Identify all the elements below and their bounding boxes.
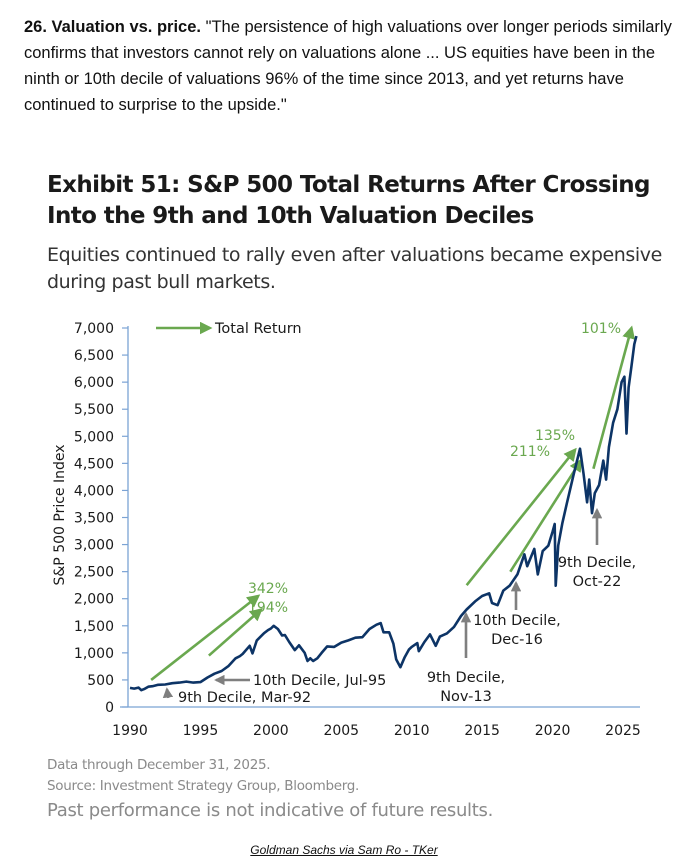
y-tick-label: 5,000 xyxy=(74,429,114,445)
total-return-label: 194% xyxy=(248,600,288,616)
x-tick-label: 2025 xyxy=(605,723,641,739)
total-return-arrows: 342% 194% 211%135% 101% xyxy=(150,321,636,681)
y-tick-label: 3,500 xyxy=(74,511,114,527)
exhibit-subtitle: Equities continued to rally even after v… xyxy=(47,244,662,293)
x-tick-label: 1995 xyxy=(183,723,219,739)
y-tick-label: 4,000 xyxy=(74,483,114,499)
y-tick-label: 6,500 xyxy=(74,348,114,364)
x-tick-label: 2000 xyxy=(253,723,289,739)
y-tick-label: 7,000 xyxy=(74,321,114,337)
y-tick-label: 4,500 xyxy=(74,456,114,472)
price-series-line xyxy=(129,335,638,692)
axes: 0 500 1,000 1,500 2,000 2,500 3,000 3,500 4,000 4… xyxy=(74,321,641,739)
decile-label-date: Dec-16 xyxy=(491,632,543,648)
y-tick-label: 2,500 xyxy=(74,565,114,581)
exhibit-title: Exhibit 51: S&P 500 Total Returns After … xyxy=(47,172,650,229)
legend: Total Return xyxy=(156,321,302,337)
y-tick-label: 5,500 xyxy=(74,402,114,418)
sp500-chart: S&P 500 Price Index 0 500 1,000 1,500 2,000 2… xyxy=(52,321,641,739)
x-tick-label: 1990 xyxy=(112,723,148,739)
data-through-note: Data through December 31, 2025. xyxy=(47,757,271,773)
total-return-arrow xyxy=(465,447,577,586)
decile-label-date: Nov-13 xyxy=(440,689,492,705)
source-note: Source: Investment Strategy Group, Bloom… xyxy=(47,778,360,794)
y-tick-label: 2,000 xyxy=(74,592,114,608)
y-tick-label: 1,500 xyxy=(74,619,114,635)
decile-label: 10th Decile, Jul-95 xyxy=(253,673,386,689)
intro-heading: 26. Valuation vs. price. xyxy=(24,18,201,36)
y-tick-label: 0 xyxy=(105,700,114,716)
decile-label: 9th Decile, Mar-92 xyxy=(178,690,311,706)
total-return-arrow xyxy=(592,325,636,470)
total-return-arrow xyxy=(150,594,261,681)
decile-label: 9th Decile, xyxy=(558,555,636,571)
x-tick-label: 2015 xyxy=(464,723,500,739)
x-tick-label: 2020 xyxy=(535,723,571,739)
x-tick-label: 2005 xyxy=(323,723,359,739)
decile-arrow xyxy=(162,687,174,699)
y-tick-label: 6,000 xyxy=(74,375,114,391)
chart-notes: Data through December 31, 2025. Source: … xyxy=(47,755,493,824)
y-tick-label: 1,000 xyxy=(74,646,114,662)
total-return-label: 211% xyxy=(510,444,550,460)
disclaimer-note: Past performance is not indicative of fu… xyxy=(47,800,494,821)
total-return-arrow xyxy=(208,607,263,657)
total-return-label: 101% xyxy=(581,321,621,337)
y-tick-label: 500 xyxy=(87,673,114,689)
decile-label-date: Oct-22 xyxy=(573,574,622,590)
decile-label: 10th Decile, xyxy=(473,613,561,629)
total-return-label: 342% xyxy=(248,581,288,597)
legend-label: Total Return xyxy=(214,321,302,337)
y-tick-label: 3,000 xyxy=(74,538,114,554)
total-return-arrow xyxy=(509,458,583,573)
credit: Goldman Sachs via Sam Ro - TKer xyxy=(0,843,688,857)
decile-label: 9th Decile, xyxy=(427,670,505,686)
y-axis-label: S&P 500 Price Index xyxy=(52,444,68,585)
intro-paragraph: 26. Valuation vs. price. "The persistenc… xyxy=(24,14,674,118)
x-tick-label: 2010 xyxy=(394,723,430,739)
intro-quote: "The persistence of high valuations over… xyxy=(24,18,672,114)
total-return-label: 135% xyxy=(535,428,575,444)
credit-link[interactable]: Goldman Sachs via Sam Ro - TKer xyxy=(250,843,438,857)
